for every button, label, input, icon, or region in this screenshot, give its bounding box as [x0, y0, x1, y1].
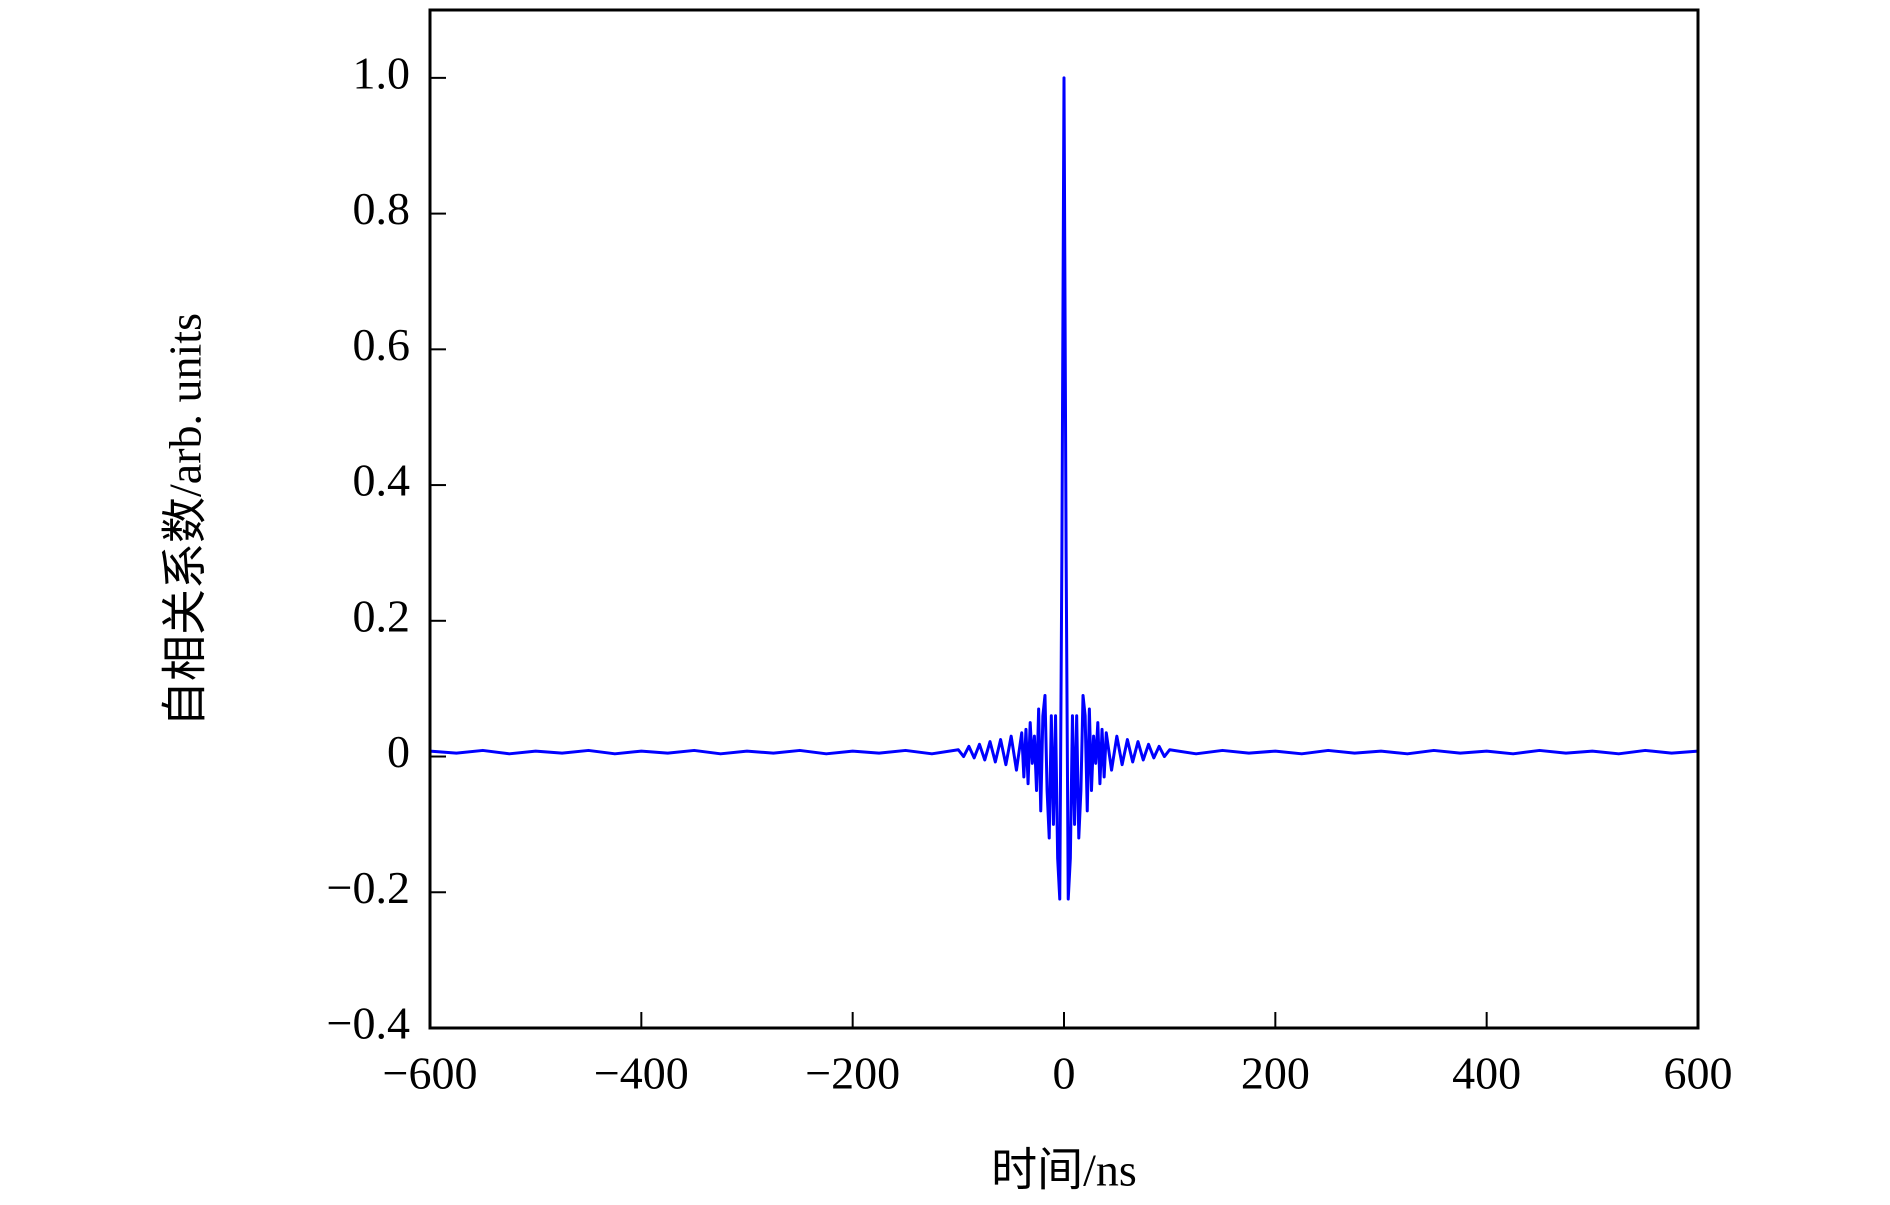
y-axis-label: 自相关系数/arb. units [160, 313, 211, 727]
y-tick-label: 0.8 [353, 183, 411, 234]
y-tick-label: −0.4 [327, 998, 410, 1049]
y-tick-label: 0.4 [353, 455, 411, 506]
x-tick-label: 600 [1664, 1048, 1733, 1099]
x-tick-label: 200 [1241, 1048, 1310, 1099]
y-tick-label: 0.6 [353, 319, 411, 370]
plot-frame [428, 8, 1700, 1030]
x-tick-label: 400 [1452, 1048, 1521, 1099]
x-tick-label: −400 [594, 1048, 689, 1099]
y-tick-label: −0.2 [327, 862, 410, 913]
x-tick-label: −600 [383, 1048, 478, 1099]
y-tick-label: 1.0 [353, 47, 411, 98]
x-axis-label: 时间/ns [991, 1145, 1137, 1196]
y-tick-label: 0.2 [353, 590, 411, 641]
x-tick-label: −200 [805, 1048, 900, 1099]
y-tick-label: 0 [387, 726, 410, 777]
x-tick-label: 0 [1053, 1048, 1076, 1099]
data-line [429, 76, 1699, 901]
